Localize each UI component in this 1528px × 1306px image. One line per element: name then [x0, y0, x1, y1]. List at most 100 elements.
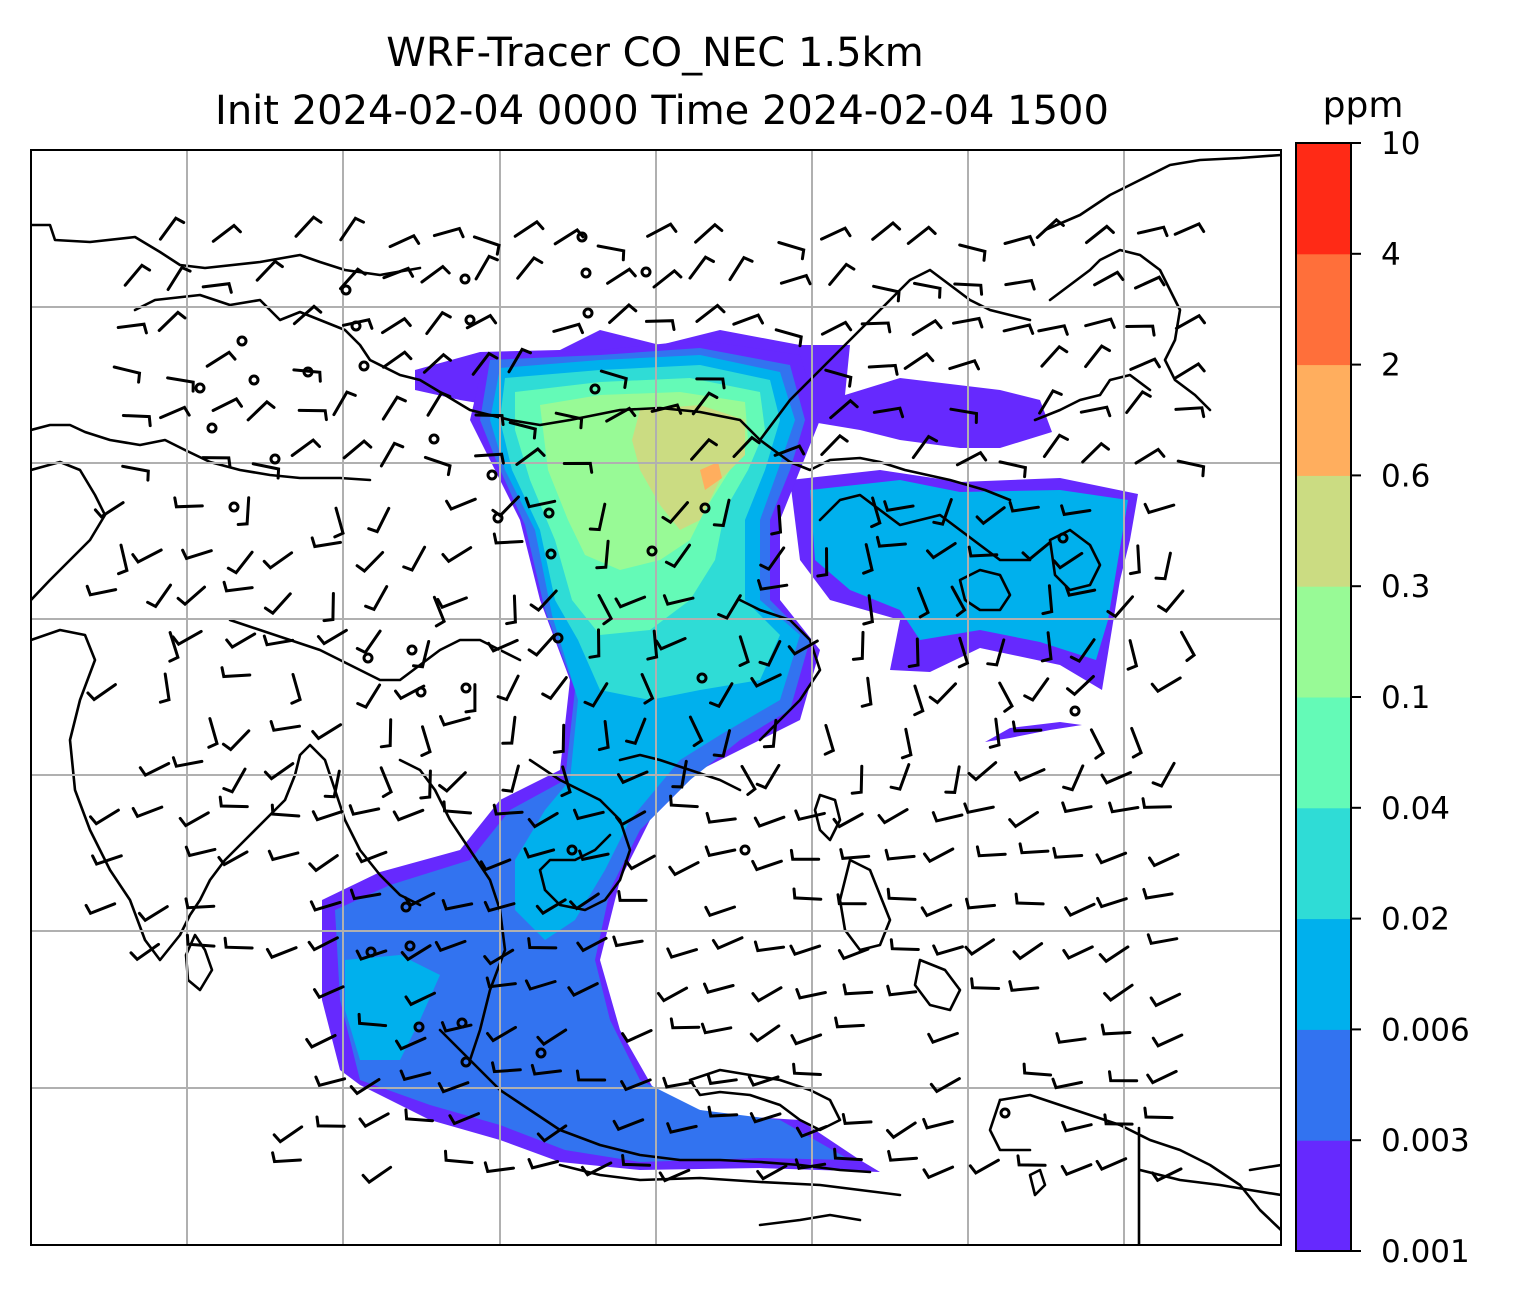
wind-barb [614, 595, 647, 609]
colorbar-tick-label: 0.02 [1381, 902, 1450, 938]
wind-barb [84, 902, 117, 916]
wind-barb [491, 495, 520, 518]
wind-barb [695, 377, 726, 390]
wind-barb [640, 673, 655, 705]
wind-barb [695, 303, 726, 323]
wind-barb [404, 991, 436, 1007]
wind-barb [267, 849, 300, 862]
wind-barb [828, 262, 856, 286]
wind-barb [751, 986, 783, 1003]
wind-barb [323, 769, 341, 799]
wind-barb [1084, 317, 1116, 329]
colorbar-block [1296, 143, 1351, 255]
wind-barb [1149, 992, 1182, 1008]
wind-barb-calm [580, 267, 592, 279]
wind-barb [862, 594, 875, 626]
colorbar-tick-label: 0.3 [1381, 569, 1430, 605]
wind-barb [121, 414, 152, 428]
wind-barb [535, 898, 567, 916]
wind-barb [348, 804, 381, 816]
wind-barb [181, 548, 213, 561]
wind-barb [963, 802, 995, 815]
wind-barb [137, 905, 169, 923]
wind-barb [920, 903, 953, 918]
wind-barb-calm [428, 433, 440, 445]
wind-barb [255, 259, 284, 282]
wind-barb [236, 496, 251, 526]
wind-barb [907, 637, 920, 668]
wind-barb [1038, 389, 1063, 415]
wind-barb [1130, 726, 1143, 759]
wind-barb [1066, 675, 1095, 697]
wind-barb [596, 244, 626, 262]
wind-barb [1108, 801, 1140, 814]
wind-barb [166, 265, 192, 291]
wind-barb [567, 982, 599, 998]
wind-barb [872, 406, 905, 419]
colorbar-tick-label: 2 [1381, 348, 1401, 384]
wind-barb [1106, 595, 1134, 619]
wind-barb [1108, 1070, 1139, 1083]
wind-barb [1134, 447, 1166, 465]
wind-barb [612, 1118, 645, 1132]
wind-barb [310, 536, 342, 549]
wind-barb-calm [699, 502, 711, 514]
wind-barb [560, 765, 572, 798]
wind-barb [422, 352, 452, 374]
wind-barb [903, 351, 935, 370]
wind-barb [957, 636, 970, 669]
wind-barb [1100, 1023, 1132, 1036]
wind-barb [1085, 224, 1115, 245]
wind-barb [223, 936, 254, 950]
wind-barb [970, 977, 1001, 990]
wind-barb [333, 506, 345, 539]
wind-barb [926, 542, 957, 560]
wind-barb [315, 1115, 346, 1128]
wind-barb [381, 316, 412, 335]
wind-barb [483, 948, 515, 966]
wind-barb [816, 547, 829, 578]
wind-barb [671, 759, 688, 789]
wind-barb [432, 226, 465, 239]
wind-barb [1100, 771, 1133, 785]
wind-barb [738, 635, 750, 667]
wind-barb [1022, 1062, 1053, 1077]
wind-barb [917, 586, 930, 619]
wind-barb [552, 723, 566, 754]
wind-barb [448, 1112, 480, 1126]
wind-barb [1037, 324, 1069, 336]
wind-barb [1064, 902, 1096, 918]
wind-barb [1126, 639, 1139, 671]
map-frame [30, 149, 1282, 1246]
wind-barb [1157, 589, 1185, 613]
wind-barb [1064, 585, 1097, 597]
wind-barb-calm [696, 672, 708, 684]
wind-barb [339, 267, 367, 291]
wind-barb [870, 496, 882, 529]
wind-barb [688, 255, 715, 280]
wind-barb [491, 1061, 522, 1074]
wind-barb [508, 421, 537, 440]
wind-barb [358, 1112, 390, 1129]
wind-barb [998, 460, 1028, 479]
wind-barb [220, 666, 252, 679]
wind-barb [900, 727, 913, 760]
wind-barb [316, 628, 348, 646]
wind-barb [505, 594, 517, 626]
wind-barb [173, 496, 204, 509]
wind-barb [121, 464, 150, 482]
wind-barb-calm [404, 940, 416, 952]
colorbar-block [1296, 475, 1351, 587]
wind-barb-calm [406, 644, 418, 656]
wind-barb [420, 725, 432, 757]
wind-barb [922, 1165, 955, 1180]
wind-barb [732, 313, 764, 326]
wind-barb [382, 266, 415, 280]
wind-barb [964, 938, 995, 956]
wind-barb [833, 1147, 863, 1162]
wind-barb [159, 405, 191, 420]
wind-barb [950, 585, 967, 617]
wind-barb [606, 267, 637, 285]
wind-barb [322, 592, 335, 623]
